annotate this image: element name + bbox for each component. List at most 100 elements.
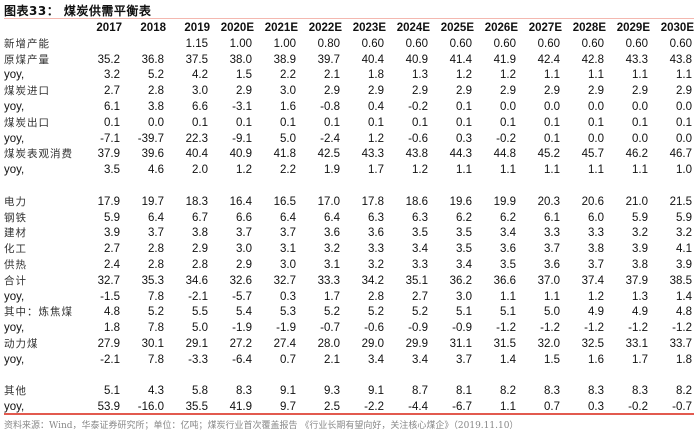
value-cell: 1.7 — [368, 164, 384, 177]
value-cell: 0.60 — [625, 37, 648, 50]
value-cell: 2.9 — [324, 85, 340, 98]
table-row: 建材 3.9 3.7 3.8 3.7 3.7 3.6 3.6 3.5 3.5 3.4 3.3 3.3 3.… — [4, 226, 694, 242]
value-cell: 35.3 — [141, 274, 164, 287]
value-cell: 42.4 — [537, 53, 560, 66]
value-cell: 0.1 — [456, 100, 472, 113]
value-cell: 4.3 — [148, 385, 164, 398]
value-cell: 3.4 — [368, 353, 384, 366]
value-cell: 22.3 — [185, 132, 208, 145]
table-row: yoy, -7.1 -39.7 22.3 -9.1 5.0 -2.4 1.2 -0.6 0.3 -0… — [4, 132, 694, 148]
value-cell: 3.3 — [412, 258, 428, 271]
table-title: 图表33： 煤炭供需平衡表 — [4, 4, 152, 18]
value-cell: 6.0 — [588, 211, 604, 224]
value-cell: 0.0 — [676, 132, 692, 145]
value-cell: 1.0 — [676, 164, 692, 177]
value-cell: 27.9 — [97, 337, 120, 350]
value-cell: 3.5 — [104, 164, 120, 177]
value-cell: 2.1 — [324, 69, 340, 82]
row-label: yoy, — [4, 69, 25, 82]
header-row: 2017 2018 2019 2020E 2021E 2022E 2023E 2024E 202… — [4, 21, 694, 37]
value-cell: -16.0 — [137, 401, 164, 414]
value-cell: 3.5 — [456, 243, 472, 256]
row-label: 钢铁 — [4, 211, 27, 224]
table-row: 煤炭进口 2.7 2.8 3.0 2.9 3.0 2.9 2.9 2.9 2.9 2.9 2.9 2.9… — [4, 84, 694, 100]
value-cell: -1.2 — [540, 322, 560, 335]
value-cell: 3.9 — [104, 227, 120, 240]
value-cell: -1.5 — [100, 290, 120, 303]
value-cell: 2.9 — [676, 85, 692, 98]
table-row: yoy, 1.8 7.8 5.0 -1.9 -1.9 -0.7 -0.6 -0.9 -0.9 -1.… — [4, 321, 694, 337]
value-cell: 5.1 — [456, 306, 472, 319]
value-cell: 0.1 — [544, 132, 560, 145]
value-cell: 43.3 — [361, 148, 384, 161]
value-cell: 37.9 — [97, 148, 120, 161]
value-cell: 34.6 — [185, 274, 208, 287]
value-cell: -2.1 — [100, 353, 120, 366]
value-cell: 45.2 — [537, 148, 560, 161]
value-cell: 7.8 — [148, 353, 164, 366]
value-cell: 1.3 — [632, 290, 648, 303]
value-cell: 0.60 — [449, 37, 472, 50]
value-cell: -1.2 — [672, 322, 692, 335]
value-cell: 1.7 — [324, 290, 340, 303]
column-header: 2021E — [264, 22, 298, 34]
value-cell: -2.1 — [188, 290, 208, 303]
value-cell: 3.7 — [456, 353, 472, 366]
value-cell: 20.6 — [581, 195, 604, 208]
value-cell: 37.5 — [185, 53, 208, 66]
value-cell: 35.1 — [405, 274, 428, 287]
value-cell: 6.6 — [192, 100, 208, 113]
value-cell: 4.6 — [148, 164, 164, 177]
column-header: 2024E — [396, 22, 430, 34]
value-cell: 31.1 — [449, 337, 472, 350]
value-cell: 3.4 — [456, 258, 472, 271]
value-cell: 27.4 — [273, 337, 296, 350]
value-cell: 32.7 — [273, 274, 296, 287]
value-cell: 4.8 — [104, 306, 120, 319]
value-cell: 19.7 — [141, 195, 164, 208]
value-cell: -1.2 — [628, 322, 648, 335]
value-cell: 2.9 — [632, 85, 648, 98]
value-cell: 8.2 — [500, 385, 516, 398]
value-cell: 1.1 — [544, 290, 560, 303]
value-cell: 3.0 — [280, 85, 296, 98]
header-label-cell — [4, 21, 78, 37]
source-note: 资料来源：Wind，华泰证券研究所；单位：亿吨；煤炭行业首次覆盖报告 《行业长期… — [4, 421, 519, 431]
value-cell: 0.1 — [456, 116, 472, 129]
value-cell: 0.0 — [544, 100, 560, 113]
value-cell: 17.0 — [317, 195, 340, 208]
value-cell: 2.7 — [104, 243, 120, 256]
value-cell: 0.60 — [537, 37, 560, 50]
value-cell: 2.9 — [192, 243, 208, 256]
value-cell: -1.9 — [276, 322, 296, 335]
value-cell: 2.7 — [104, 85, 120, 98]
value-cell: 3.7 — [544, 243, 560, 256]
value-cell: 4.8 — [676, 306, 692, 319]
value-cell: 1.1 — [588, 69, 604, 82]
value-cell: 16.4 — [229, 195, 252, 208]
value-cell: -0.6 — [364, 322, 384, 335]
spacer-cell — [4, 369, 694, 385]
value-cell: 5.0 — [280, 132, 296, 145]
value-cell: 5.5 — [192, 306, 208, 319]
value-cell: 29.0 — [361, 337, 384, 350]
value-cell: 1.8 — [104, 322, 120, 335]
value-cell: 3.2 — [324, 243, 340, 256]
value-cell: 42.5 — [317, 148, 340, 161]
value-cell: 3.0 — [192, 85, 208, 98]
value-cell: -2.2 — [364, 401, 384, 414]
value-cell: 2.0 — [192, 164, 208, 177]
value-cell — [122, 37, 166, 53]
value-cell: 2.1 — [324, 353, 340, 366]
value-cell: 5.4 — [236, 306, 252, 319]
value-cell: 1.1 — [588, 164, 604, 177]
value-cell: 9.7 — [280, 401, 296, 414]
coal-balance-table: 2017 2018 2019 2020E 2021E 2022E 2023E 2024E 202… — [4, 21, 694, 416]
value-cell: 0.3 — [588, 401, 604, 414]
value-cell: -39.7 — [137, 132, 164, 145]
value-cell: 37.0 — [537, 274, 560, 287]
value-cell: 6.3 — [412, 211, 428, 224]
value-cell: 3.6 — [368, 227, 384, 240]
value-cell: -9.1 — [232, 132, 252, 145]
value-cell: 39.7 — [317, 53, 340, 66]
